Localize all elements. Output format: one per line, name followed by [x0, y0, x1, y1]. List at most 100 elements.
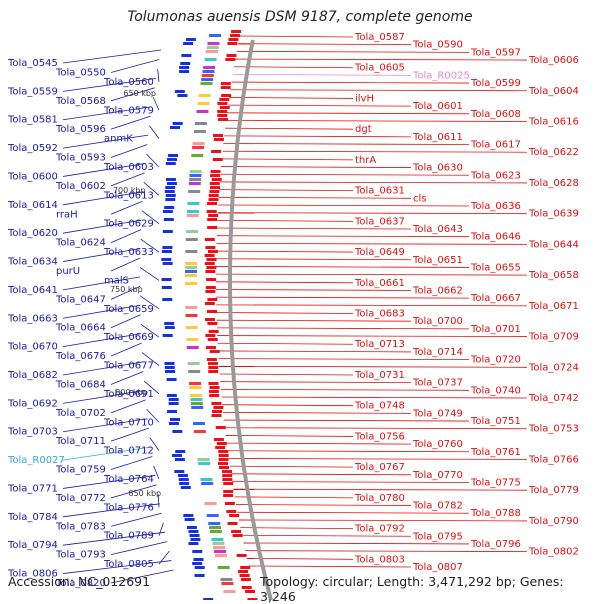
gene-label: Tola_0605 — [354, 63, 405, 74]
scale-label: 800 kbp — [115, 388, 148, 397]
label-connector — [62, 134, 149, 149]
backbone-arc — [228, 39, 273, 600]
gene-mark — [217, 114, 228, 117]
gene-label: Tola_0803 — [354, 554, 405, 565]
gene-mark — [172, 122, 183, 125]
gene-mark — [210, 174, 221, 177]
gene-label: Tola_0643 — [412, 224, 463, 235]
gene-mark — [217, 102, 228, 105]
gene-mark — [163, 218, 174, 221]
gene-mark — [225, 58, 236, 61]
gene-label: Tola_0617 — [470, 140, 521, 151]
gene-mark — [220, 86, 231, 89]
gene-mark — [188, 530, 199, 533]
gene-mark — [189, 534, 200, 537]
gene-mark — [204, 238, 215, 241]
label-connector — [239, 35, 354, 38]
label-connector — [149, 125, 160, 139]
feature-mark — [206, 50, 219, 53]
gene-label: Tola_0795 — [412, 531, 463, 542]
gene-mark — [164, 206, 175, 209]
gene-mark — [241, 586, 252, 589]
gene-label: cls — [413, 193, 427, 204]
gene-label: Tola_0702 — [55, 408, 106, 419]
feature-mark — [185, 230, 198, 233]
label-connector — [222, 404, 354, 407]
gene-mark — [184, 518, 195, 521]
gene-mark — [175, 450, 186, 453]
gene-mark — [211, 414, 222, 417]
label-connector — [221, 166, 412, 168]
gene-label: Tola_0624 — [55, 238, 106, 249]
gene-mark — [208, 370, 219, 373]
gene-label: Tola_0661 — [354, 278, 405, 289]
gene-mark — [162, 230, 173, 233]
gene-mark — [162, 262, 173, 265]
gene-mark — [206, 358, 217, 361]
label-connector — [62, 531, 166, 546]
gene-mark — [208, 330, 219, 333]
gene-mark — [166, 394, 177, 397]
feature-mark — [206, 46, 219, 49]
gene-mark — [240, 566, 251, 569]
gene-label: Tola_0596 — [55, 124, 106, 135]
gene-label: Tola_0616 — [528, 116, 579, 127]
label-connector — [110, 371, 144, 385]
gene-mark — [186, 526, 197, 529]
label-connector — [221, 396, 528, 399]
gene-mark — [205, 286, 216, 289]
feature-mark — [220, 578, 233, 581]
map-title: Tolumonas auensis DSM 9187, complete gen… — [127, 9, 473, 25]
gene-mark — [219, 106, 230, 109]
gene-mark — [213, 406, 224, 409]
label-connector — [218, 358, 470, 361]
gene-label: Tola_0748 — [354, 401, 405, 412]
gene-label: thrA — [355, 155, 376, 166]
label-connector — [110, 399, 146, 414]
label-connector — [216, 289, 412, 291]
label-connector — [141, 352, 160, 366]
gene-mark — [207, 338, 218, 341]
gene-label: Tola_0587 — [354, 32, 405, 43]
gene-label: Tola_0655 — [470, 262, 521, 273]
label-connector — [238, 43, 412, 46]
gene-mark — [205, 246, 216, 249]
gene-label: Tola_0751 — [470, 416, 521, 427]
gene-label: Tola_0628 — [528, 178, 579, 189]
gene-label: Tola_0775 — [470, 478, 521, 489]
gene-mark — [164, 322, 175, 325]
gene-mark — [165, 194, 176, 197]
gene-label: Tola_0606 — [528, 55, 579, 66]
feature-mark — [187, 362, 200, 365]
gene-mark — [213, 134, 224, 137]
gene-mark — [183, 42, 194, 45]
gene-mark — [164, 366, 175, 369]
feature-mark — [187, 202, 200, 205]
gene-label: Tola_0590 — [412, 40, 463, 51]
gene-mark — [205, 346, 216, 349]
gene-label: Tola_0601 — [412, 101, 463, 112]
gene-mark — [209, 182, 220, 185]
gene-mark — [212, 158, 223, 161]
feature-mark — [209, 526, 222, 529]
gene-label: Tola_0684 — [55, 379, 106, 390]
gene-label: Tola_0682 — [7, 370, 58, 381]
gene-mark — [177, 474, 188, 477]
gene-mark — [226, 510, 237, 513]
gene-label: Tola_R0027 — [7, 455, 65, 466]
gene-mark — [240, 578, 251, 581]
feature-mark — [201, 78, 214, 81]
gene-mark — [209, 190, 220, 193]
feature-mark — [207, 42, 220, 45]
label-connector — [222, 411, 412, 414]
label-connector — [146, 408, 160, 423]
label-connector — [219, 373, 354, 376]
gene-label: Tola_0649 — [354, 247, 405, 258]
gene-label: Tola_0603 — [103, 162, 154, 173]
gene-label: Tola_0771 — [7, 483, 58, 494]
gene-mark — [181, 54, 192, 57]
label-connector — [110, 427, 149, 442]
feature-mark — [188, 370, 201, 373]
gene-mark — [168, 422, 179, 425]
gene-mark — [208, 194, 219, 197]
